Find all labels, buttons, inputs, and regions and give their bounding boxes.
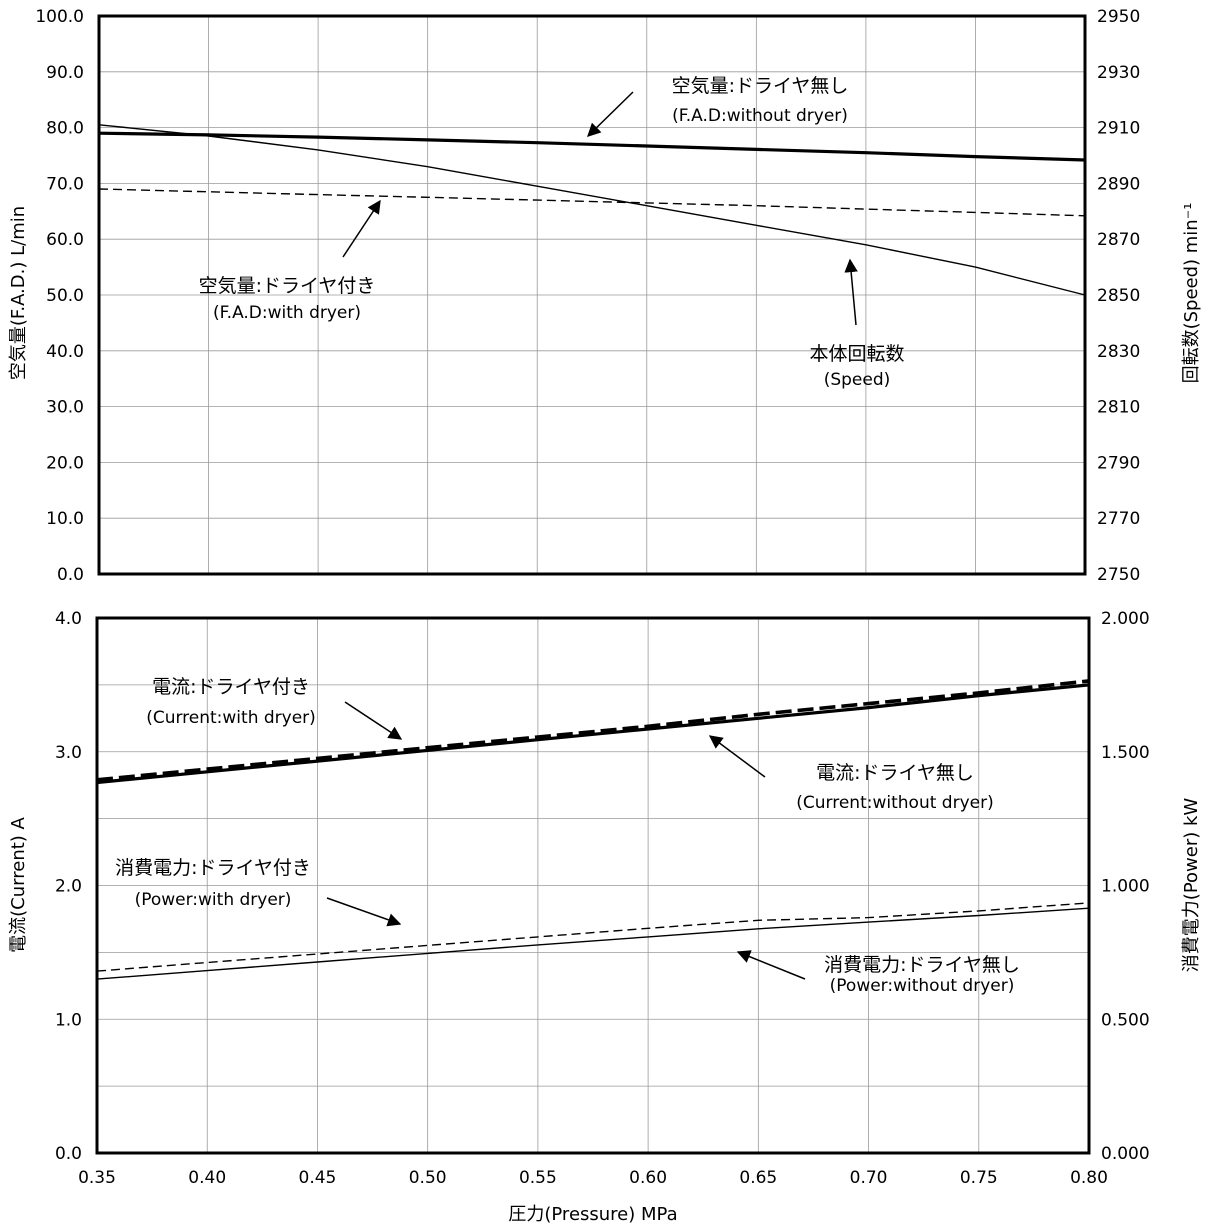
series-line (96, 683, 1090, 785)
y-tick-label: 10.0 (46, 509, 84, 529)
bottom-left-axis-title: 電流(Current) A (8, 816, 29, 952)
annotation-arrow (708, 735, 766, 778)
y-tick-label: 20.0 (46, 453, 84, 473)
y-tick-label: 1.0 (55, 1010, 82, 1030)
series-line (96, 902, 1090, 972)
x-tick-label: 0.40 (188, 1168, 226, 1188)
y-tick-label: 4.0 (55, 609, 82, 629)
top-right-axis-title: 回転数(Speed) min⁻¹ (1181, 203, 1202, 384)
bottom-right-tick-labels: 0.000 0.500 1.000 1.500 2.000 (1101, 609, 1150, 1164)
y2-tick-label: 2930 (1097, 63, 1140, 83)
series-line (98, 188, 1086, 217)
y2-tick-label: 2850 (1097, 286, 1140, 306)
y2-tick-label: 2950 (1097, 7, 1140, 27)
annotation-current-with-dryer: 電流:ドライヤ付き (Current:with dryer) (146, 676, 403, 740)
bottom-plot-frame (95, 616, 1091, 1155)
x-tick-labels: 0.35 0.40 0.45 0.50 0.55 0.60 0.65 0.70 0.75 0.80 (78, 1168, 1108, 1188)
annotation-arrow (736, 950, 806, 980)
top-left-axis-title: 空気量(F.A.D.) L/min (8, 206, 29, 380)
series-line (98, 131, 1086, 162)
annotation-current-without-dryer: 電流:ドライヤ無し (Current:without dryer) (708, 735, 994, 813)
y-tick-label: 0.0 (55, 1144, 82, 1164)
y2-tick-label: 2870 (1097, 230, 1140, 250)
annotation-fad-with-dryer: 空気量:ドライヤ付き (F.A.D:with dryer) (199, 199, 381, 323)
annotation-sub: (F.A.D:without dryer) (672, 106, 848, 126)
annotation-arrow (344, 701, 403, 740)
y-tick-label: 3.0 (55, 743, 82, 763)
x-tick-label: 0.65 (739, 1168, 777, 1188)
bottom-right-axis-title: 消費電力(Power) kW (1181, 798, 1202, 973)
annotation-sub: (Current:without dryer) (796, 793, 993, 813)
annotation-arrow (844, 258, 858, 326)
annotation-main: 消費電力:ドライヤ無し (824, 954, 1020, 976)
top-panel: 0.0 10.0 20.0 30.0 40.0 50.0 60.0 70.0 80.0 90.0 1… (8, 7, 1202, 585)
series-line (96, 679, 1090, 782)
y-tick-label: 60.0 (46, 230, 84, 250)
top-left-tick-labels: 0.0 10.0 20.0 30.0 40.0 50.0 60.0 70.0 80.0 90.0 1… (35, 7, 84, 585)
annotation-power-without-dryer: 消費電力:ドライヤ無し (Power:without dryer) (736, 950, 1020, 996)
y2-tick-label: 2890 (1097, 174, 1140, 194)
annotation-arrow (326, 897, 402, 927)
y2-tick-label: 2770 (1097, 509, 1140, 529)
y2-tick-label: 2830 (1097, 342, 1140, 362)
y2-tick-label: 2910 (1097, 119, 1140, 139)
top-series (98, 124, 1086, 296)
y2-tick-label: 2750 (1097, 565, 1140, 585)
y-tick-label: 2.0 (55, 877, 82, 897)
y-tick-label: 30.0 (46, 398, 84, 418)
x-tick-label: 0.45 (299, 1168, 337, 1188)
y2-tick-label: 2810 (1097, 398, 1140, 418)
y2-tick-label: 0.000 (1101, 1144, 1150, 1164)
annotation-main: 本体回転数 (809, 343, 904, 365)
x-tick-label: 0.80 (1070, 1168, 1108, 1188)
annotation-sub: (Current:with dryer) (146, 708, 316, 728)
annotation-main: 空気量:ドライヤ無し (672, 75, 849, 97)
y-tick-label: 70.0 (46, 174, 84, 194)
y2-tick-label: 2790 (1097, 453, 1140, 473)
y2-tick-label: 1.500 (1101, 743, 1150, 763)
series-line (98, 124, 1086, 296)
bottom-panel: 0.0 1.0 2.0 3.0 4.0 0.000 0.500 1.000 1.500 2.00… (8, 609, 1202, 1225)
y-tick-label: 100.0 (35, 7, 84, 27)
bottom-left-tick-labels: 0.0 1.0 2.0 3.0 4.0 (55, 609, 82, 1164)
x-tick-label: 0.75 (960, 1168, 998, 1188)
annotation-speed: 本体回転数 (Speed) (809, 258, 905, 390)
annotation-sub: (Speed) (824, 370, 891, 390)
y-tick-label: 40.0 (46, 342, 84, 362)
annotation-arrow (342, 199, 381, 258)
x-tick-label: 0.55 (519, 1168, 557, 1188)
y-tick-label: 90.0 (46, 63, 84, 83)
annotation-sub: (F.A.D:with dryer) (213, 303, 361, 323)
x-tick-label: 0.50 (409, 1168, 447, 1188)
annotation-fad-without-dryer: 空気量:ドライヤ無し (F.A.D:without dryer) (587, 75, 849, 137)
y2-tick-label: 1.000 (1101, 877, 1150, 897)
annotation-main: 空気量:ドライヤ付き (199, 275, 376, 297)
x-tick-label: 0.70 (850, 1168, 888, 1188)
y-tick-label: 50.0 (46, 286, 84, 306)
annotation-power-with-dryer: 消費電力:ドライヤ付き (Power:with dryer) (115, 857, 402, 927)
annotation-sub: (Power:without dryer) (830, 976, 1015, 996)
annotation-main: 電流:ドライヤ付き (152, 676, 310, 698)
top-plot-frame (97, 14, 1087, 576)
y2-tick-label: 2.000 (1101, 609, 1150, 629)
bottom-series (96, 679, 1090, 980)
y-tick-label: 80.0 (46, 119, 84, 139)
y2-tick-label: 0.500 (1101, 1010, 1150, 1030)
annotation-arrow (587, 91, 634, 137)
top-grid (99, 16, 1085, 574)
annotation-main: 消費電力:ドライヤ付き (115, 857, 311, 879)
y-tick-label: 0.0 (57, 565, 84, 585)
x-axis-title: 圧力(Pressure) MPa (508, 1204, 677, 1225)
top-right-tick-labels: 2750 2770 2790 2810 2830 2850 2870 2890 2910 2930… (1097, 7, 1140, 585)
annotation-main: 電流:ドライヤ無し (816, 762, 974, 784)
x-tick-label: 0.60 (629, 1168, 667, 1188)
annotation-sub: (Power:with dryer) (135, 890, 292, 910)
series-line (96, 907, 1090, 980)
x-tick-label: 0.35 (78, 1168, 116, 1188)
